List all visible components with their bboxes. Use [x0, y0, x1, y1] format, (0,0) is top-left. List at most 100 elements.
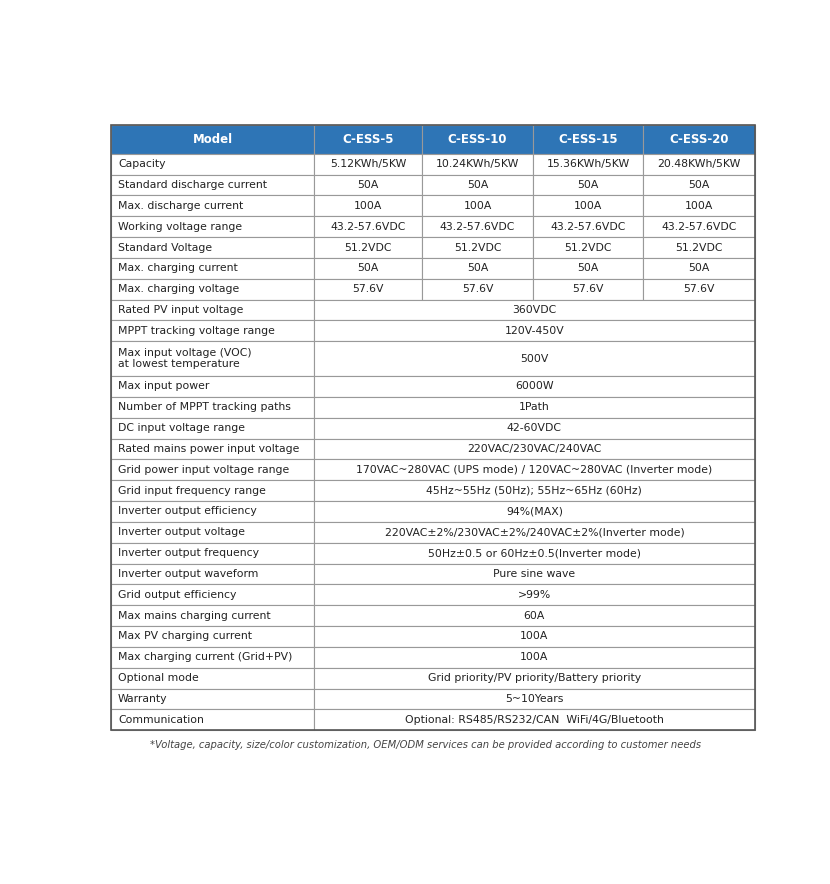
Text: 50A: 50A — [358, 180, 378, 190]
Bar — [314, 626, 754, 647]
Bar — [533, 126, 643, 154]
Bar — [111, 584, 314, 606]
Text: 50A: 50A — [688, 263, 710, 273]
Text: 100A: 100A — [520, 631, 549, 642]
Bar — [314, 237, 422, 258]
Bar — [422, 126, 533, 154]
Bar — [314, 501, 754, 522]
Bar — [111, 174, 314, 195]
Bar — [314, 460, 754, 480]
Bar — [111, 320, 314, 341]
Text: 5~10Years: 5~10Years — [505, 694, 564, 704]
Bar — [314, 126, 422, 154]
Text: 51.2VDC: 51.2VDC — [344, 242, 392, 253]
Bar — [314, 667, 754, 689]
Bar — [111, 438, 314, 460]
Bar — [314, 522, 754, 543]
Bar — [111, 667, 314, 689]
Text: Pure sine wave: Pure sine wave — [493, 569, 575, 579]
Bar — [111, 564, 314, 584]
Text: 10.24KWh/5KW: 10.24KWh/5KW — [436, 159, 520, 169]
Text: 15.36KWh/5KW: 15.36KWh/5KW — [546, 159, 630, 169]
Text: Communication: Communication — [118, 715, 204, 725]
Bar — [643, 217, 754, 237]
Bar — [314, 438, 754, 460]
Text: 170VAC~280VAC (UPS mode) / 120VAC~280VAC (Inverter mode): 170VAC~280VAC (UPS mode) / 120VAC~280VAC… — [356, 465, 712, 475]
Bar — [533, 258, 643, 278]
Bar — [111, 480, 314, 501]
Bar — [422, 195, 533, 217]
Text: Grid priority/PV priority/Battery priority: Grid priority/PV priority/Battery priori… — [427, 674, 641, 683]
Bar — [111, 501, 314, 522]
Text: 500V: 500V — [520, 354, 549, 363]
Bar — [643, 174, 754, 195]
Bar — [314, 564, 754, 584]
Text: 94%(MAX): 94%(MAX) — [506, 507, 563, 516]
Text: Max input voltage (VOC)
at lowest temperature: Max input voltage (VOC) at lowest temper… — [118, 347, 251, 370]
Bar — [111, 417, 314, 438]
Bar — [111, 689, 314, 710]
Bar — [533, 174, 643, 195]
Text: 51.2VDC: 51.2VDC — [454, 242, 501, 253]
Bar — [533, 217, 643, 237]
Bar — [111, 126, 754, 730]
Text: DC input voltage range: DC input voltage range — [118, 423, 245, 433]
Text: 43.2-57.6VDC: 43.2-57.6VDC — [330, 222, 406, 232]
Bar — [533, 154, 643, 174]
Text: Max input power: Max input power — [118, 381, 209, 392]
Bar — [314, 300, 754, 320]
Text: Warranty: Warranty — [118, 694, 168, 704]
Bar — [643, 126, 754, 154]
Text: Inverter output waveform: Inverter output waveform — [118, 569, 258, 579]
Text: 50A: 50A — [466, 180, 488, 190]
Bar — [314, 710, 754, 730]
Text: 5.12KWh/5KW: 5.12KWh/5KW — [330, 159, 407, 169]
Text: 1Path: 1Path — [519, 402, 549, 412]
Bar — [314, 376, 754, 397]
Text: Max mains charging current: Max mains charging current — [118, 611, 271, 621]
Text: C-ESS-15: C-ESS-15 — [559, 133, 618, 146]
Bar — [314, 647, 754, 667]
Text: C-ESS-5: C-ESS-5 — [343, 133, 394, 146]
Bar — [111, 543, 314, 564]
Text: 60A: 60A — [524, 611, 545, 621]
Bar — [111, 626, 314, 647]
Bar — [111, 647, 314, 667]
Text: Max. discharge current: Max. discharge current — [118, 201, 243, 210]
Text: Working voltage range: Working voltage range — [118, 222, 242, 232]
Bar — [314, 689, 754, 710]
Bar — [422, 258, 533, 278]
Bar — [314, 217, 422, 237]
Text: *Voltage, capacity, size/color customization, OEM/ODM services can be provided a: *Voltage, capacity, size/color customiza… — [149, 740, 701, 751]
Bar — [422, 154, 533, 174]
Bar — [111, 258, 314, 278]
Bar — [111, 237, 314, 258]
Bar — [314, 174, 422, 195]
Text: Max charging current (Grid+PV): Max charging current (Grid+PV) — [118, 652, 292, 662]
Bar — [314, 154, 422, 174]
Bar — [643, 258, 754, 278]
Bar — [111, 341, 314, 376]
Text: 57.6V: 57.6V — [353, 284, 384, 294]
Text: Rated PV input voltage: Rated PV input voltage — [118, 305, 243, 315]
Bar — [111, 460, 314, 480]
Text: 45Hz~55Hz (50Hz); 55Hz~65Hz (60Hz): 45Hz~55Hz (50Hz); 55Hz~65Hz (60Hz) — [427, 485, 642, 496]
Text: 20.48KWh/5KW: 20.48KWh/5KW — [657, 159, 740, 169]
Bar — [643, 154, 754, 174]
Text: C-ESS-20: C-ESS-20 — [669, 133, 729, 146]
Bar — [422, 174, 533, 195]
Text: 57.6V: 57.6V — [683, 284, 715, 294]
Text: Max. charging voltage: Max. charging voltage — [118, 284, 239, 294]
Bar — [314, 543, 754, 564]
Text: Max. charging current: Max. charging current — [118, 263, 237, 273]
Bar — [314, 320, 754, 341]
Bar — [111, 606, 314, 626]
Text: 220VAC±2%/230VAC±2%/240VAC±2%(Inverter mode): 220VAC±2%/230VAC±2%/240VAC±2%(Inverter m… — [384, 527, 684, 537]
Text: Grid output efficiency: Grid output efficiency — [118, 590, 237, 600]
Text: 51.2VDC: 51.2VDC — [676, 242, 723, 253]
Text: 42-60VDC: 42-60VDC — [507, 423, 562, 433]
Text: Standard discharge current: Standard discharge current — [118, 180, 267, 190]
Text: Grid input frequency range: Grid input frequency range — [118, 485, 266, 496]
Bar — [111, 376, 314, 397]
Bar — [111, 195, 314, 217]
